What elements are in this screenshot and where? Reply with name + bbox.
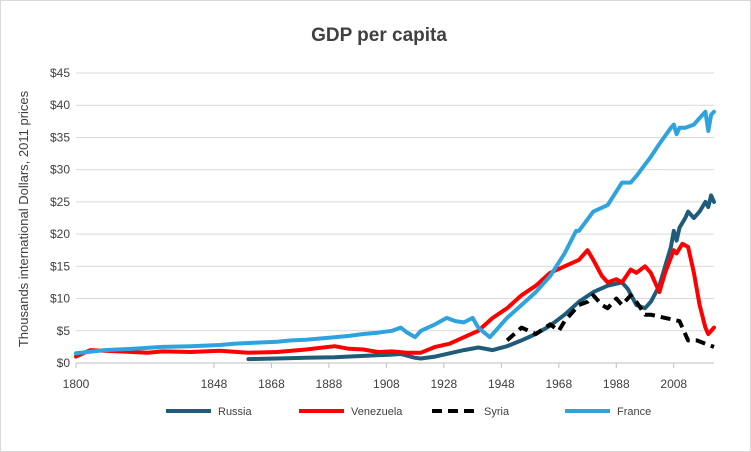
y-tick-label: $5 <box>57 324 71 338</box>
x-tick-label: 1800 <box>63 377 90 391</box>
x-tick-label: 1968 <box>545 377 572 391</box>
x-tick-label: 1928 <box>431 377 458 391</box>
y-tick-label: $45 <box>50 66 70 80</box>
y-tick-label: $40 <box>50 98 70 112</box>
x-tick-label: 1888 <box>316 377 343 391</box>
x-tick-label: 1948 <box>488 377 515 391</box>
x-tick-label: 1908 <box>373 377 400 391</box>
y-axis-label: Thousands international Dollars, 2011 pr… <box>16 90 31 347</box>
y-axis-ticks: $0 $5 $10 $15 $20 $25 $30 $35 $40 $45 <box>50 66 70 370</box>
series-line-france <box>74 109 716 356</box>
x-tick-label: 1868 <box>258 377 285 391</box>
legend: Russia Venezuela Syria France <box>166 406 651 418</box>
y-tick-label: $20 <box>50 227 70 241</box>
y-tick-label: $15 <box>50 259 70 273</box>
series-lines <box>74 109 716 362</box>
y-tick-label: $25 <box>50 195 70 209</box>
y-tick-label: $0 <box>57 356 71 370</box>
legend-label-france: France <box>617 406 651 418</box>
series-line-venezuela <box>74 241 716 359</box>
gridlines <box>76 72 714 364</box>
series-line-russia <box>246 193 716 362</box>
chart-title: GDP per capita <box>311 25 447 46</box>
legend-label-syria: Syria <box>484 406 510 418</box>
x-tick-label: 2008 <box>660 377 687 391</box>
x-tick-label: 1988 <box>603 377 630 391</box>
x-axis-ticks: 1800 1848 1868 1888 1908 1928 1948 1968 1988 2008 <box>63 363 687 391</box>
y-tick-label: $35 <box>50 130 70 144</box>
y-tick-label: $10 <box>50 292 70 306</box>
legend-label-venezuela: Venezuela <box>351 406 403 418</box>
y-tick-label: $30 <box>50 163 70 177</box>
x-tick-label: 1848 <box>201 377 228 391</box>
series-line-syria <box>505 293 715 349</box>
legend-label-russia: Russia <box>218 406 253 418</box>
